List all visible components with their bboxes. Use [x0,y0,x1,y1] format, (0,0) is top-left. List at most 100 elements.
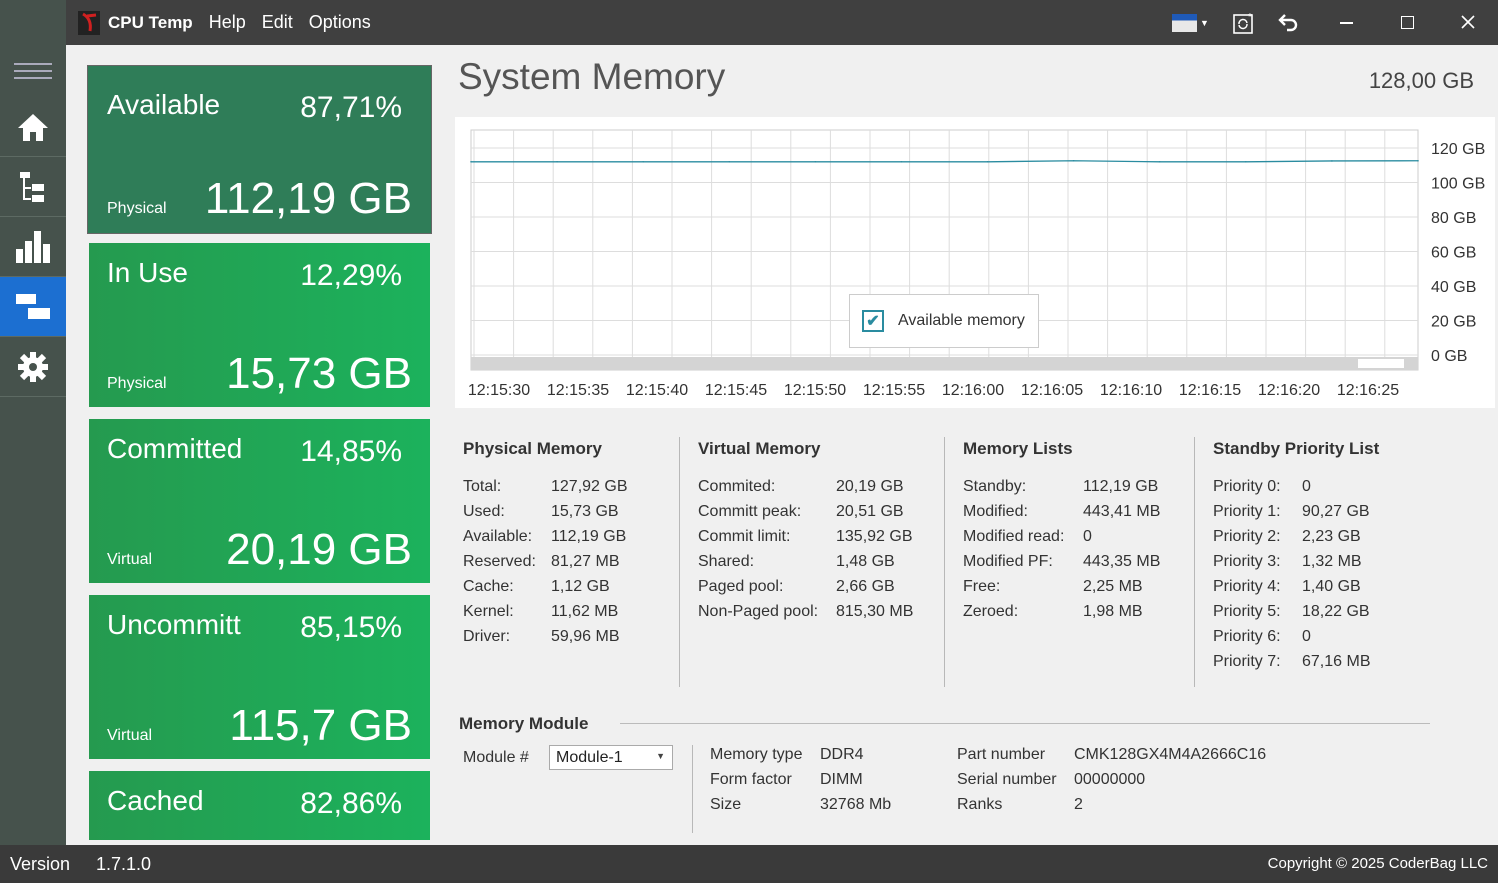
tile-value: 112,19 GB [204,174,412,223]
tile-committed[interactable]: Committed 14,85% Virtual 20,19 GB [89,419,430,583]
undo-icon[interactable] [1278,12,1300,32]
standby-row-value: 90,27 GB [1302,503,1370,520]
module-field-label: Form factor [710,771,792,788]
tile-uncommitted[interactable]: Uncommitt 85,15% Virtual 115,7 GB [89,595,430,759]
x-tick-label: 12:16:15 [1179,382,1241,399]
tile-title: Cached [107,785,204,816]
tile-title: Available [107,89,221,120]
x-tick-label: 12:15:30 [468,382,530,399]
tile-title: In Use [107,257,188,288]
tile-title: Uncommitt [107,609,241,640]
y-tick-label: 0 GB [1431,348,1467,365]
module-field-value: 32768 Mb [820,796,892,813]
tile-subtitle: Physical [107,200,167,217]
physical-row-value: 81,27 MB [551,553,620,570]
y-tick-label: 100 GB [1431,176,1485,193]
standby-row-label: Priority 2: [1213,528,1281,545]
data-point [556,161,558,163]
standby-row-value: 1,40 GB [1302,578,1361,595]
physical-row-value: 11,62 MB [551,603,619,620]
module-field-value: 00000000 [1074,771,1146,788]
lists-row-label: Modified PF: [963,553,1053,570]
physical-row-label: Cache: [463,578,514,595]
virtual-row-label: Non-Paged pool: [698,603,819,620]
standby-row-label: Priority 6: [1213,628,1281,645]
lists-row-value: 443,41 MB [1083,503,1161,520]
physical-row-label: Driver: [463,628,511,645]
x-tick-label: 12:16:25 [1337,382,1399,399]
module-select[interactable]: Module-1 ▼ [549,745,673,770]
standby-row-label: Priority 5: [1213,603,1281,620]
module-field-label: Size [710,796,742,813]
tile-available[interactable]: Available 87,71% Physical 112,19 GB [87,65,432,234]
memory-chart: 120 GB 100 GB 80 GB 60 GB 40 GB 20 GB 0 GB 12:1… [455,117,1495,408]
lists-heading: Memory Lists [963,439,1073,458]
x-tick-label: 12:15:35 [547,382,609,399]
data-point [642,161,644,163]
standby-row-label: Priority 0: [1213,478,1281,495]
physical-row-label: Available: [463,528,533,545]
physical-row-label: Reserved: [463,553,536,570]
legend-label: Available memory [898,312,1025,329]
module-field-value: CMK128GX4M4A2666C16 [1074,746,1267,763]
lists-row-value: 0 [1083,528,1092,545]
menu-help[interactable]: Help [208,12,246,32]
virtual-row-value: 815,30 MB [836,603,914,620]
lists-row-value: 1,98 MB [1083,603,1143,620]
physical-row-value: 15,73 GB [551,503,619,520]
chart-scrollbar [471,357,1418,370]
virtual-row-value: 2,66 GB [836,578,895,595]
virtual-row-label: Committ peak: [698,503,802,520]
refresh-window-icon[interactable]: * [1233,12,1255,34]
tile-cached[interactable]: Cached 82,86% [89,771,430,840]
module-field-label: Part number [957,746,1046,763]
standby-row-value: 1,32 MB [1302,553,1362,570]
physical-heading: Physical Memory [463,439,602,458]
physical-row-value: 127,92 GB [551,478,628,495]
series-line-available-memory [471,160,1419,163]
bar-chart-icon[interactable] [0,217,66,277]
module-field-value: DDR4 [820,746,864,763]
lists-row-label: Standby: [963,478,1027,495]
minimize-icon[interactable] [1340,22,1353,24]
tile-value: 115,7 GB [229,701,412,750]
y-tick-label: 120 GB [1431,141,1485,158]
tree-icon[interactable] [0,157,66,217]
title-bar: CPU Temp Help Edit Options ▼ * [66,0,1498,45]
data-point [986,161,989,163]
lists-row-label: Free: [963,578,1001,595]
tile-percent: 87,71% [300,91,402,124]
tile-in-use[interactable]: In Use 12,29% Physical 15,73 GB [89,243,430,407]
x-tick-label: 12:16:10 [1100,382,1162,399]
app-logo-icon [78,10,100,35]
app-title: CPU Temp [108,12,193,32]
virtual-row-label: Paged pool: [698,578,784,595]
chart-legend[interactable]: ✔ Available memory [849,294,1039,348]
chart-scrollbar-thumb[interactable] [1358,359,1404,368]
y-tick-label: 80 GB [1431,210,1476,227]
lists-row-label: Modified: [963,503,1028,520]
flag-dropdown-icon[interactable]: ▼ [1172,14,1209,32]
gear-icon[interactable] [0,337,66,397]
divider [692,745,693,833]
legend-checkbox-checked-icon[interactable]: ✔ [862,310,884,332]
hamburger-menu-icon[interactable] [0,45,66,97]
x-tick-label: 12:15:40 [626,382,688,399]
standby-heading: Standby Priority List [1213,439,1380,458]
y-tick-label: 60 GB [1431,245,1476,262]
home-icon[interactable] [0,97,66,157]
data-point [1417,159,1419,162]
physical-row-value: 59,96 MB [551,628,620,645]
standby-row-value: 2,23 GB [1302,528,1361,545]
close-icon[interactable] [1461,15,1475,29]
data-point [470,161,472,163]
divider [1194,437,1195,687]
menu-options[interactable]: Options [308,12,371,32]
module-label: Module # [463,749,529,766]
menu-edit[interactable]: Edit [261,12,293,32]
module-field-label: Memory type [710,746,803,763]
maximize-icon[interactable] [1401,16,1414,29]
standby-row-value: 0 [1302,628,1311,645]
memory-icon[interactable] [0,277,66,337]
module-field-label: Serial number [957,771,1057,788]
